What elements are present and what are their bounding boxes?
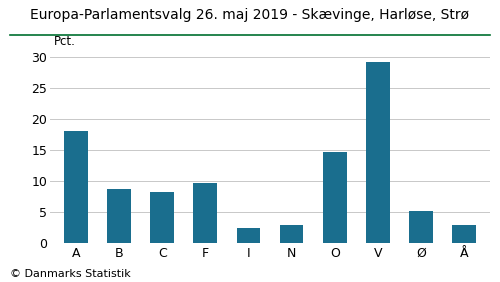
Bar	[366, 62, 390, 243]
Bar	[64, 131, 88, 243]
Text: © Danmarks Statistik: © Danmarks Statistik	[10, 269, 131, 279]
Text: Europa-Parlamentsvalg 26. maj 2019 - Skævinge, Harløse, Strø: Europa-Parlamentsvalg 26. maj 2019 - Skæ…	[30, 8, 469, 23]
Bar	[236, 228, 260, 243]
Bar	[150, 192, 174, 243]
Bar	[323, 153, 346, 243]
Text: Pct.: Pct.	[54, 35, 76, 48]
Bar	[452, 225, 476, 243]
Bar	[280, 225, 303, 243]
Bar	[409, 211, 433, 243]
Bar	[194, 183, 217, 243]
Bar	[107, 190, 131, 243]
